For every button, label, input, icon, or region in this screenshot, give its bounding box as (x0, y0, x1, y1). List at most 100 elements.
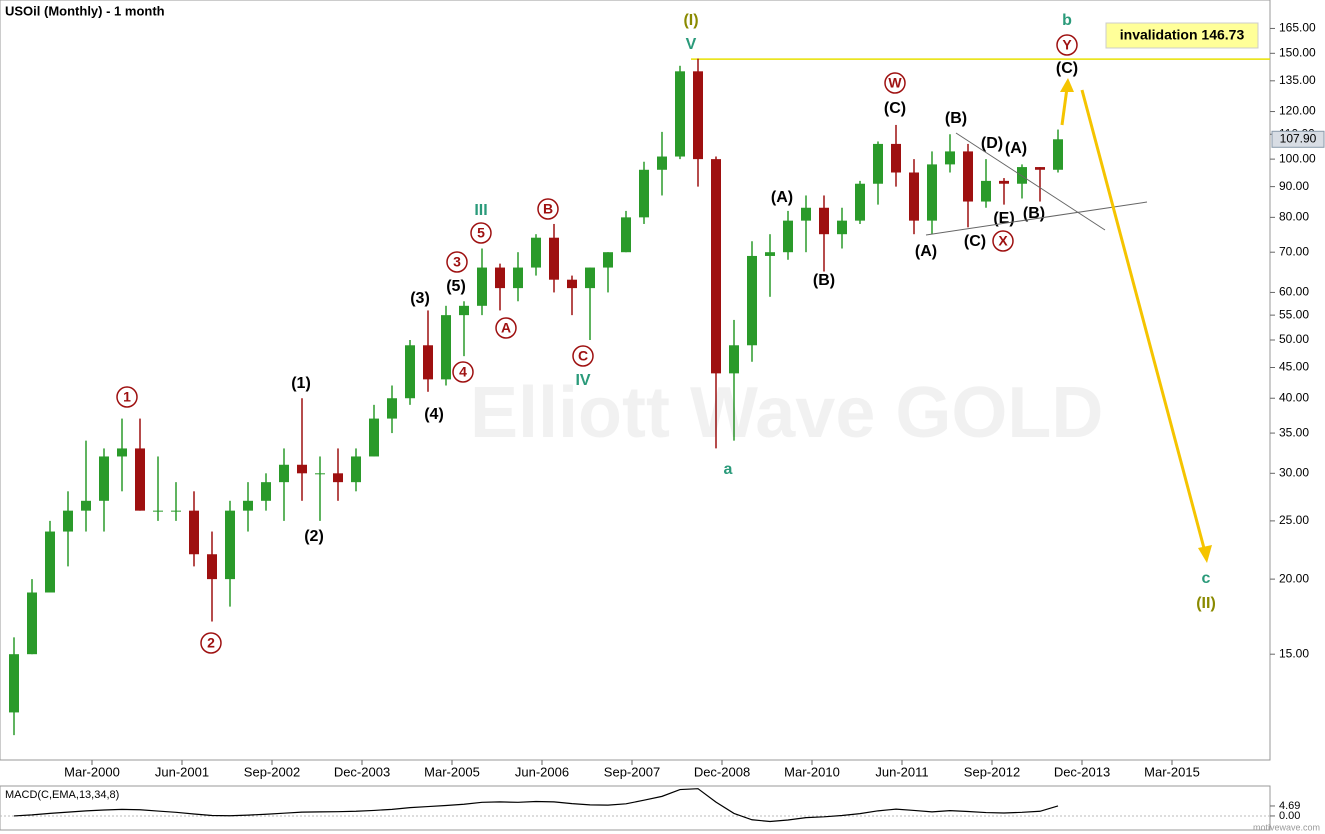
candle-body (423, 345, 433, 380)
candle-body (909, 172, 919, 221)
chart-title: USOil (Monthly) - 1 month (5, 3, 165, 18)
candle-body (351, 456, 361, 483)
candle-body (9, 654, 19, 713)
y-tick-label: 30.00 (1279, 465, 1309, 479)
candle-body (459, 305, 469, 316)
y-tick-label: 15.00 (1279, 646, 1309, 660)
candle-body (1035, 167, 1045, 170)
wave-label: V (686, 36, 697, 53)
x-tick-label: Jun-2006 (515, 764, 569, 779)
candle-body (513, 267, 523, 289)
y-tick-label: 25.00 (1279, 513, 1309, 527)
wave-label: 3 (453, 254, 461, 270)
y-tick-label: 80.00 (1279, 210, 1309, 224)
candle-body (549, 237, 559, 280)
candle-body (477, 267, 487, 306)
wave-label: (B) (813, 272, 835, 289)
candle-body (693, 71, 703, 160)
candle-body (45, 531, 55, 593)
y-tick-label: 135.00 (1279, 73, 1316, 87)
candle-body (387, 398, 397, 419)
wave-label: (II) (1196, 595, 1216, 612)
wave-circle (495, 317, 517, 339)
candle-body (117, 448, 127, 457)
wave-circle (200, 632, 222, 654)
candle-body (639, 169, 649, 218)
x-tick-label: Sep-2002 (244, 764, 300, 779)
candle-body (63, 510, 73, 532)
candle-body (225, 510, 235, 580)
wave-circle (1056, 34, 1078, 56)
wave-label: III (474, 202, 487, 219)
wave-label: W (888, 75, 902, 91)
candle-body (963, 151, 973, 202)
macd-tick-label: 0.00 (1279, 810, 1300, 822)
wave-circle (446, 251, 468, 273)
trend-line (955, 132, 1106, 231)
x-tick-label: Sep-2007 (604, 764, 660, 779)
y-tick-label: 100.00 (1279, 151, 1316, 165)
wave-circle (884, 72, 906, 94)
candle-body (171, 510, 181, 512)
candle-body (441, 315, 451, 380)
candle-body (81, 500, 91, 511)
wave-label: 1 (123, 389, 131, 405)
wave-label: Y (1062, 37, 1072, 53)
candle-body (495, 267, 505, 289)
wave-label: b (1062, 12, 1072, 29)
candle-body (567, 279, 577, 289)
arrow (1080, 89, 1207, 553)
x-tick-label: Dec-2003 (334, 764, 390, 779)
candle-body (27, 592, 37, 655)
watermark: Elliott Wave GOLD (470, 373, 1103, 453)
candle-body (585, 267, 595, 289)
wave-label: (4) (424, 406, 444, 423)
candle-body (1053, 139, 1063, 170)
candle-body (747, 255, 757, 346)
layer: 15.0020.0025.0030.0035.0040.0045.0050.00… (0, 12, 1325, 823)
candle-body (999, 180, 1009, 184)
wave-label: (C) (964, 233, 986, 250)
candle-body (765, 252, 775, 256)
candle-body (729, 345, 739, 374)
wave-circle (452, 361, 474, 383)
y-tick-label: 120.00 (1279, 104, 1316, 118)
macd-tick-label: 4.69 (1279, 800, 1300, 812)
wave-label: (D) (981, 135, 1003, 152)
wave-circle (116, 386, 138, 408)
y-tick-label: 35.00 (1279, 425, 1309, 439)
y-tick-label: 165.00 (1279, 21, 1316, 35)
wave-label: (5) (446, 278, 466, 295)
candle-body (135, 448, 145, 511)
wave-label: c (1202, 570, 1211, 587)
wave-label: (C) (884, 100, 906, 117)
y-tick-label: 20.00 (1279, 571, 1309, 585)
y-tick-label: 50.00 (1279, 332, 1309, 346)
wave-label: (B) (945, 110, 967, 127)
x-tick-label: Jun-2001 (155, 764, 209, 779)
candle-body (369, 418, 379, 457)
wave-label: A (501, 320, 511, 336)
candle-body (207, 554, 217, 580)
wave-label: 2 (207, 635, 215, 651)
wave-label: B (543, 201, 553, 217)
x-tick-label: Dec-2008 (694, 764, 750, 779)
y-tick-label: 70.00 (1279, 244, 1309, 258)
trend-line (925, 201, 1148, 236)
invalidation-box (1105, 22, 1259, 49)
x-tick-label: Mar-2005 (424, 764, 480, 779)
credit: motivewave.com (1253, 822, 1320, 832)
candle-body (333, 473, 343, 483)
x-tick-label: Sep-2012 (964, 764, 1020, 779)
wave-circle (470, 222, 492, 244)
y-tick-label: 40.00 (1279, 390, 1309, 404)
wave-label: 5 (477, 225, 485, 241)
wave-circle (572, 345, 594, 367)
y-tick-label: 60.00 (1279, 285, 1309, 299)
y-tick-label: 55.00 (1279, 307, 1309, 321)
wave-label: X (998, 233, 1008, 249)
x-tick-label: Jun-2011 (875, 764, 928, 779)
wave-label: (3) (410, 290, 430, 307)
candle-body (801, 207, 811, 221)
